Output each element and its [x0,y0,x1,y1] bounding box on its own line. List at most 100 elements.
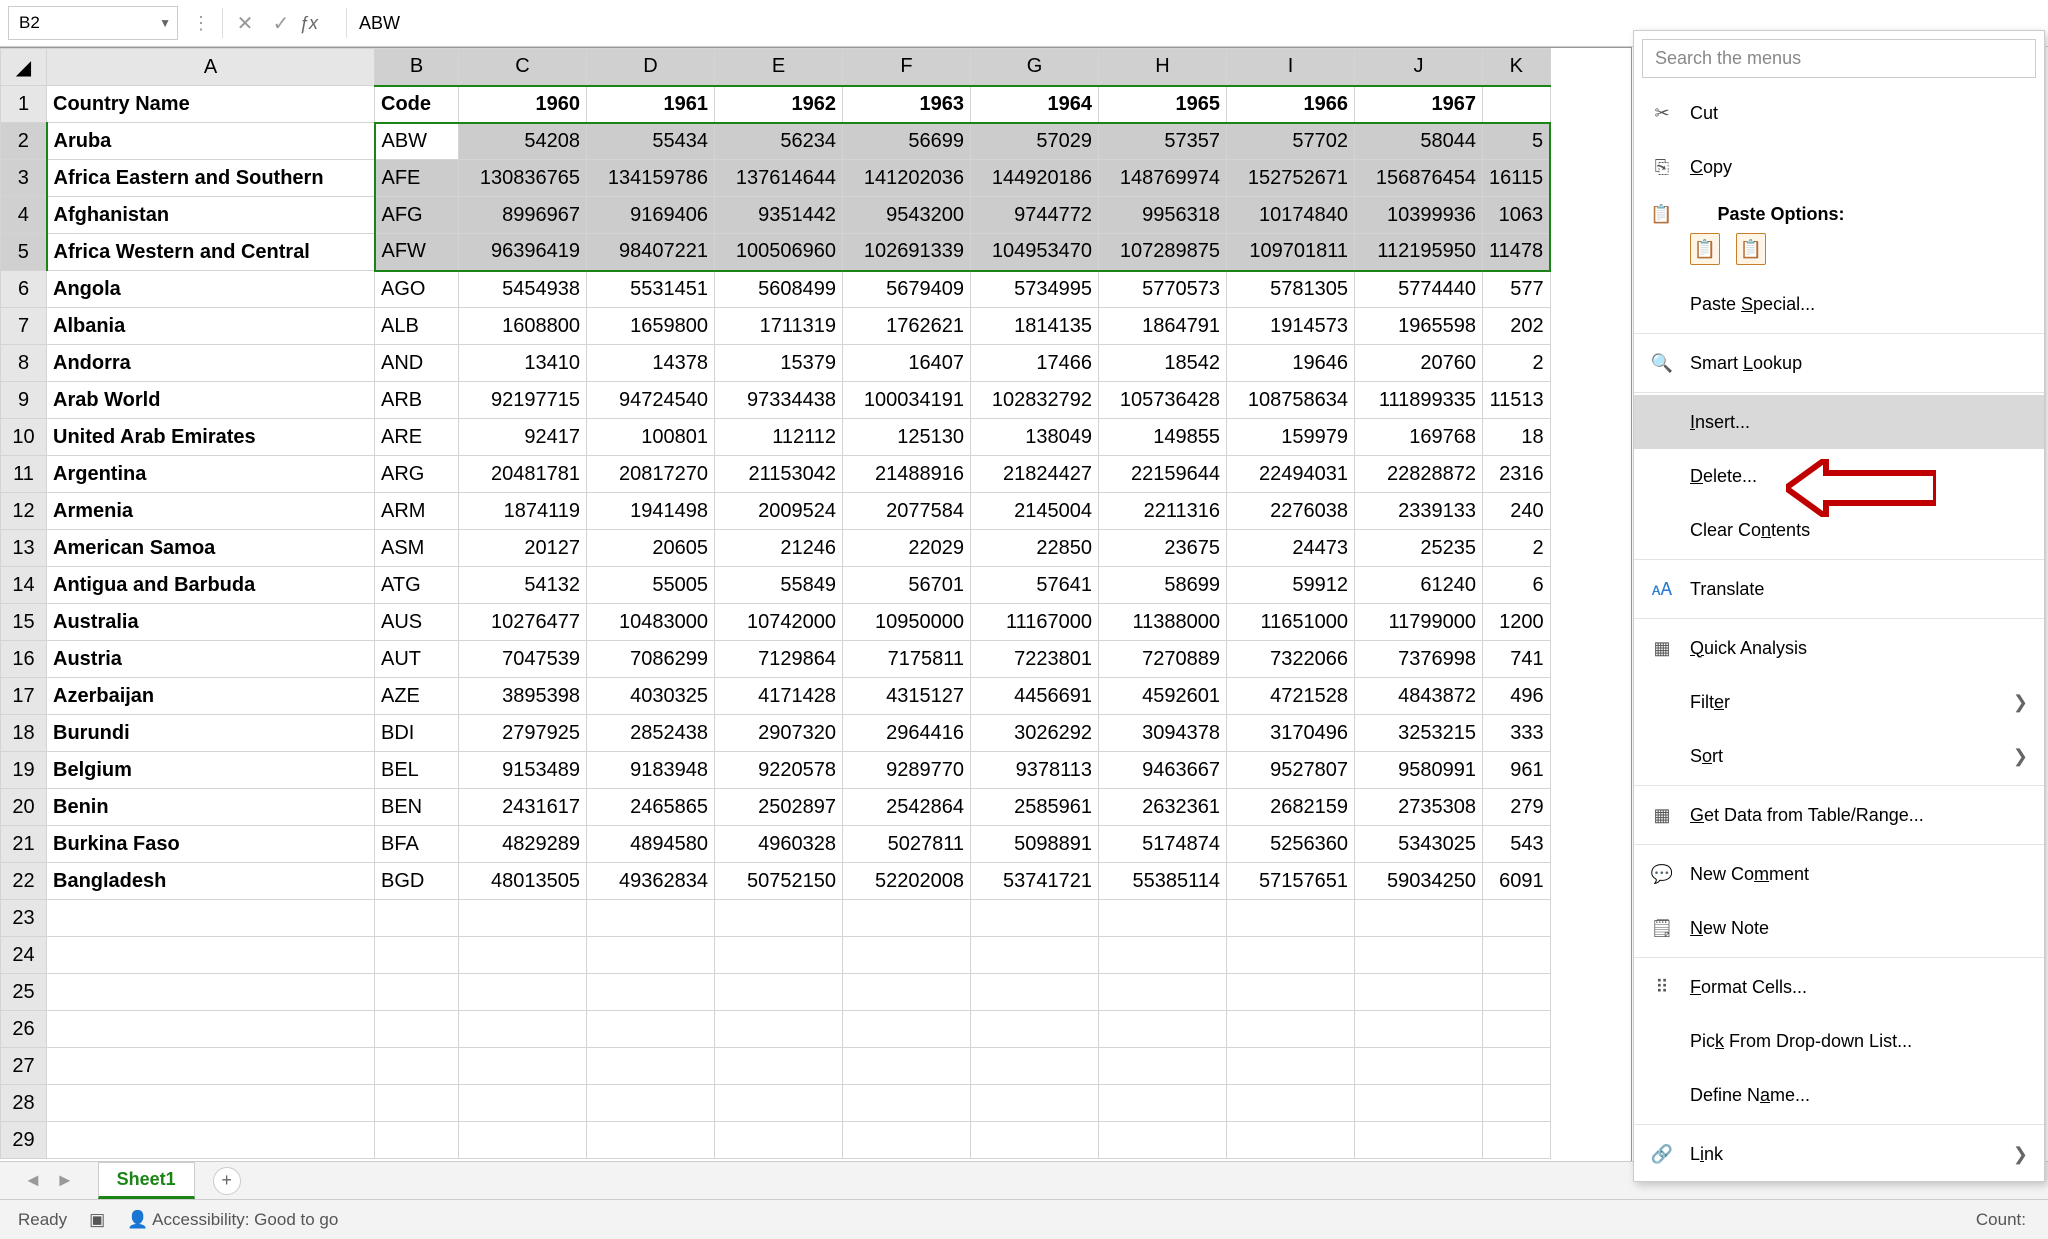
cell-H11[interactable]: 22159644 [1099,456,1227,493]
cell-F19[interactable]: 9289770 [843,752,971,789]
cell-C16[interactable]: 7047539 [459,641,587,678]
cell-K16[interactable]: 741 [1483,641,1551,678]
cell-D19[interactable]: 9183948 [587,752,715,789]
cell-D6[interactable]: 5531451 [587,271,715,308]
cell-D20[interactable]: 2465865 [587,789,715,826]
cell-C7[interactable]: 1608800 [459,308,587,345]
cell-A26[interactable] [47,1011,375,1048]
cell-I24[interactable] [1227,937,1355,974]
row-header-11[interactable]: 11 [1,456,47,493]
cell-C18[interactable]: 2797925 [459,715,587,752]
cell-K10[interactable]: 18 [1483,419,1551,456]
filter-item[interactable]: Filter ❯ [1634,675,2044,729]
cell-G12[interactable]: 2145004 [971,493,1099,530]
cell-B25[interactable] [375,974,459,1011]
cell-K11[interactable]: 2316 [1483,456,1551,493]
cell-A24[interactable] [47,937,375,974]
cell-I6[interactable]: 5781305 [1227,271,1355,308]
sheet-tab-active[interactable]: Sheet1 [98,1162,195,1199]
cell-H1[interactable]: 1965 [1099,86,1227,123]
cell-I4[interactable]: 10174840 [1227,197,1355,234]
cell-F12[interactable]: 2077584 [843,493,971,530]
cell-D13[interactable]: 20605 [587,530,715,567]
cell-E24[interactable] [715,937,843,974]
cell-K29[interactable] [1483,1122,1551,1159]
cell-G4[interactable]: 9744772 [971,197,1099,234]
cell-J26[interactable] [1355,1011,1483,1048]
cell-D28[interactable] [587,1085,715,1122]
macro-record-icon[interactable]: ▣ [89,1210,105,1230]
cell-C27[interactable] [459,1048,587,1085]
cell-I8[interactable]: 19646 [1227,345,1355,382]
cell-G26[interactable] [971,1011,1099,1048]
cell-J11[interactable]: 22828872 [1355,456,1483,493]
cell-D3[interactable]: 134159786 [587,160,715,197]
cell-C3[interactable]: 130836765 [459,160,587,197]
cell-I28[interactable] [1227,1085,1355,1122]
cell-B28[interactable] [375,1085,459,1122]
cell-J5[interactable]: 112195950 [1355,234,1483,271]
new-comment-item[interactable]: 💬 New Comment [1634,847,2044,901]
sheet-nav-next-icon[interactable]: ► [56,1170,74,1191]
cell-G13[interactable]: 22850 [971,530,1099,567]
cell-I16[interactable]: 7322066 [1227,641,1355,678]
cell-E13[interactable]: 21246 [715,530,843,567]
row-header-25[interactable]: 25 [1,974,47,1011]
cell-E28[interactable] [715,1085,843,1122]
cell-G3[interactable]: 144920186 [971,160,1099,197]
cell-A3[interactable]: Africa Eastern and Southern [47,160,375,197]
cell-J27[interactable] [1355,1048,1483,1085]
cell-J3[interactable]: 156876454 [1355,160,1483,197]
row-header-5[interactable]: 5 [1,234,47,271]
cell-K23[interactable] [1483,900,1551,937]
column-header-A[interactable]: A [47,49,375,86]
cell-E8[interactable]: 15379 [715,345,843,382]
cell-B29[interactable] [375,1122,459,1159]
row-header-29[interactable]: 29 [1,1122,47,1159]
cell-I9[interactable]: 108758634 [1227,382,1355,419]
cell-C26[interactable] [459,1011,587,1048]
cell-G29[interactable] [971,1122,1099,1159]
cell-D16[interactable]: 7086299 [587,641,715,678]
cell-F6[interactable]: 5679409 [843,271,971,308]
cell-E26[interactable] [715,1011,843,1048]
cell-D27[interactable] [587,1048,715,1085]
cell-D23[interactable] [587,900,715,937]
name-box[interactable]: B2 ▼ [8,6,178,40]
cell-B5[interactable]: AFW [375,234,459,271]
cell-D12[interactable]: 1941498 [587,493,715,530]
cell-K3[interactable]: 16115 [1483,160,1551,197]
cell-A19[interactable]: Belgium [47,752,375,789]
link-item[interactable]: 🔗 Link ❯ [1634,1127,2044,1181]
cell-D29[interactable] [587,1122,715,1159]
cell-G14[interactable]: 57641 [971,567,1099,604]
paste-option-2-icon[interactable]: 📋 [1736,233,1766,265]
smart-lookup-item[interactable]: 🔍 Smart Lookup [1634,336,2044,390]
cell-K20[interactable]: 279 [1483,789,1551,826]
cell-A20[interactable]: Benin [47,789,375,826]
row-header-24[interactable]: 24 [1,937,47,974]
row-header-7[interactable]: 7 [1,308,47,345]
cell-A5[interactable]: Africa Western and Central [47,234,375,271]
cell-G5[interactable]: 104953470 [971,234,1099,271]
new-note-item[interactable]: 🗒 New Note [1634,901,2044,955]
cell-H26[interactable] [1099,1011,1227,1048]
cell-B26[interactable] [375,1011,459,1048]
cell-B18[interactable]: BDI [375,715,459,752]
row-header-20[interactable]: 20 [1,789,47,826]
cell-J1[interactable]: 1967 [1355,86,1483,123]
cell-C25[interactable] [459,974,587,1011]
cell-D15[interactable]: 10483000 [587,604,715,641]
cell-F21[interactable]: 5027811 [843,826,971,863]
cell-J24[interactable] [1355,937,1483,974]
cell-D7[interactable]: 1659800 [587,308,715,345]
cell-A1[interactable]: Country Name [47,86,375,123]
row-header-19[interactable]: 19 [1,752,47,789]
cell-B7[interactable]: ALB [375,308,459,345]
cell-B13[interactable]: ASM [375,530,459,567]
row-header-14[interactable]: 14 [1,567,47,604]
row-header-17[interactable]: 17 [1,678,47,715]
cell-A21[interactable]: Burkina Faso [47,826,375,863]
row-header-3[interactable]: 3 [1,160,47,197]
cell-E2[interactable]: 56234 [715,123,843,160]
